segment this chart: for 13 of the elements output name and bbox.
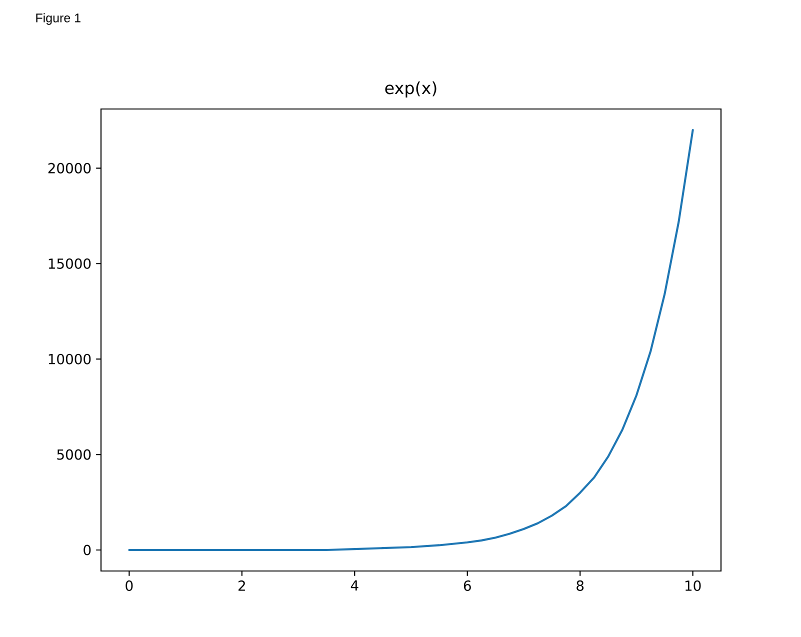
x-tick-label: 6 xyxy=(464,580,471,591)
x-tick-label: 4 xyxy=(350,580,358,591)
chart-title: exp(x) xyxy=(385,81,436,98)
y-tick-label: 5000 xyxy=(57,449,91,460)
y-tick-label: 15000 xyxy=(48,258,91,269)
caption: Figure 1 xyxy=(36,13,80,25)
x-tick-label: 2 xyxy=(238,580,245,591)
x-tick-label: 0 xyxy=(126,580,133,591)
y-tick-label: 0 xyxy=(84,544,91,556)
y-tick-label: 10000 xyxy=(48,354,91,364)
y-tick-label: 20000 xyxy=(48,162,91,174)
x-tick-label: 10 xyxy=(685,580,701,591)
x-tick-label: 8 xyxy=(576,580,584,591)
